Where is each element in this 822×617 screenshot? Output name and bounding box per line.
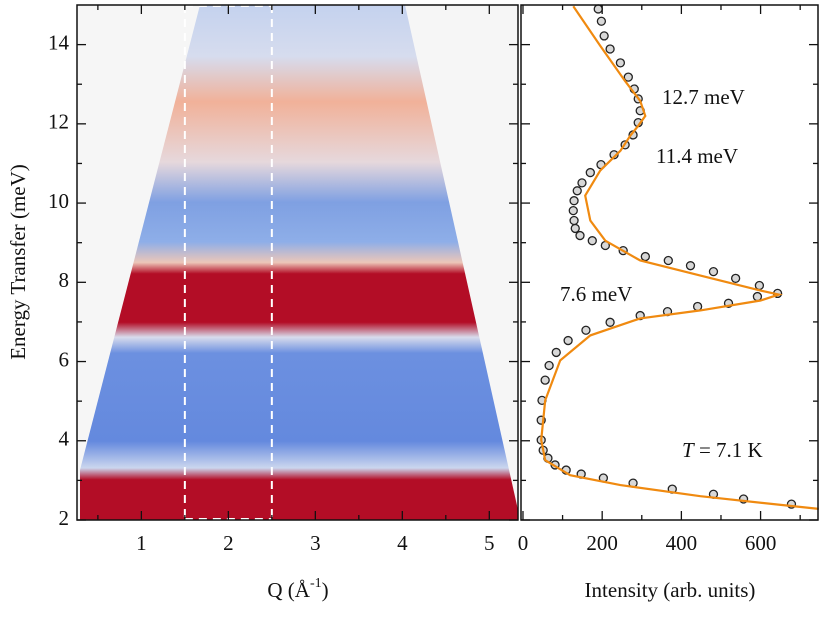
x-tick-label: 2 xyxy=(223,531,234,555)
fit-line xyxy=(540,5,819,510)
data-point xyxy=(570,223,580,234)
annotation: 12.7 meV xyxy=(662,85,745,109)
annotation: 7.6 meV xyxy=(560,282,632,306)
x-axis-label-end: ) xyxy=(322,578,329,602)
data-point xyxy=(605,44,615,54)
data-point xyxy=(640,251,650,262)
data-point xyxy=(569,196,579,206)
data-point xyxy=(609,150,619,160)
data-point xyxy=(599,31,609,41)
x-tick-label: 4 xyxy=(397,531,408,555)
chart-layer: Q (Å-1)Energy Transfer (meV)1 2 3 4 52468101… xyxy=(6,4,819,602)
data-point xyxy=(581,325,591,335)
data-point xyxy=(615,58,626,68)
x-tick-label: 5 xyxy=(484,531,495,555)
temperature-symbol: T xyxy=(682,438,695,462)
data-point xyxy=(568,205,578,216)
data-point xyxy=(663,255,673,266)
x-tick-label: 200 xyxy=(586,531,618,555)
data-point xyxy=(754,280,765,291)
data-point xyxy=(585,167,595,178)
data-point xyxy=(540,375,550,385)
temperature-label: T = 7.1 K xyxy=(682,438,763,462)
data-point xyxy=(605,317,615,327)
x-axis-label: Q (Å-1) xyxy=(267,576,328,602)
x-tick-label: 1 xyxy=(136,531,147,555)
data-point xyxy=(623,72,633,82)
plot-frame xyxy=(520,4,819,521)
x-tick-label: 400 xyxy=(666,531,698,555)
x-axis-label-main: Q (Å xyxy=(267,578,310,602)
data-point xyxy=(577,178,587,188)
x-axis-label-sup: -1 xyxy=(310,576,322,591)
y-axis-label: Energy Transfer (meV) xyxy=(6,164,30,360)
y-tick-label: 14 xyxy=(48,30,70,54)
heatmap-image xyxy=(80,5,518,520)
annotation: 11.4 meV xyxy=(656,144,738,168)
data-point xyxy=(544,360,554,371)
data-point xyxy=(596,16,607,26)
x-tick-label: 0 xyxy=(518,531,529,555)
x-tick-label: 600 xyxy=(745,531,777,555)
data-point xyxy=(587,236,597,246)
y-tick-label: 8 xyxy=(59,268,70,292)
y-tick-label: 4 xyxy=(59,427,70,451)
data-point xyxy=(575,230,585,241)
temperature-text: = 7.1 K xyxy=(694,438,763,462)
y-tick-label: 12 xyxy=(48,110,69,134)
data-point xyxy=(593,4,603,14)
x-tick-label: 3 xyxy=(310,531,321,555)
data-point xyxy=(563,335,573,346)
y-tick-label: 2 xyxy=(59,506,70,530)
data-point xyxy=(752,291,763,302)
data-point xyxy=(569,215,579,226)
plot-frame xyxy=(76,4,519,521)
data-point xyxy=(730,273,741,283)
data-point xyxy=(685,261,696,271)
y-tick-label: 6 xyxy=(59,347,70,371)
x-axis-label: Intensity (arb. units) xyxy=(585,578,756,602)
data-point xyxy=(551,347,561,358)
y-tick-label: 10 xyxy=(48,189,69,213)
data-point xyxy=(692,301,703,312)
data-point xyxy=(572,186,582,196)
data-point xyxy=(708,266,719,277)
